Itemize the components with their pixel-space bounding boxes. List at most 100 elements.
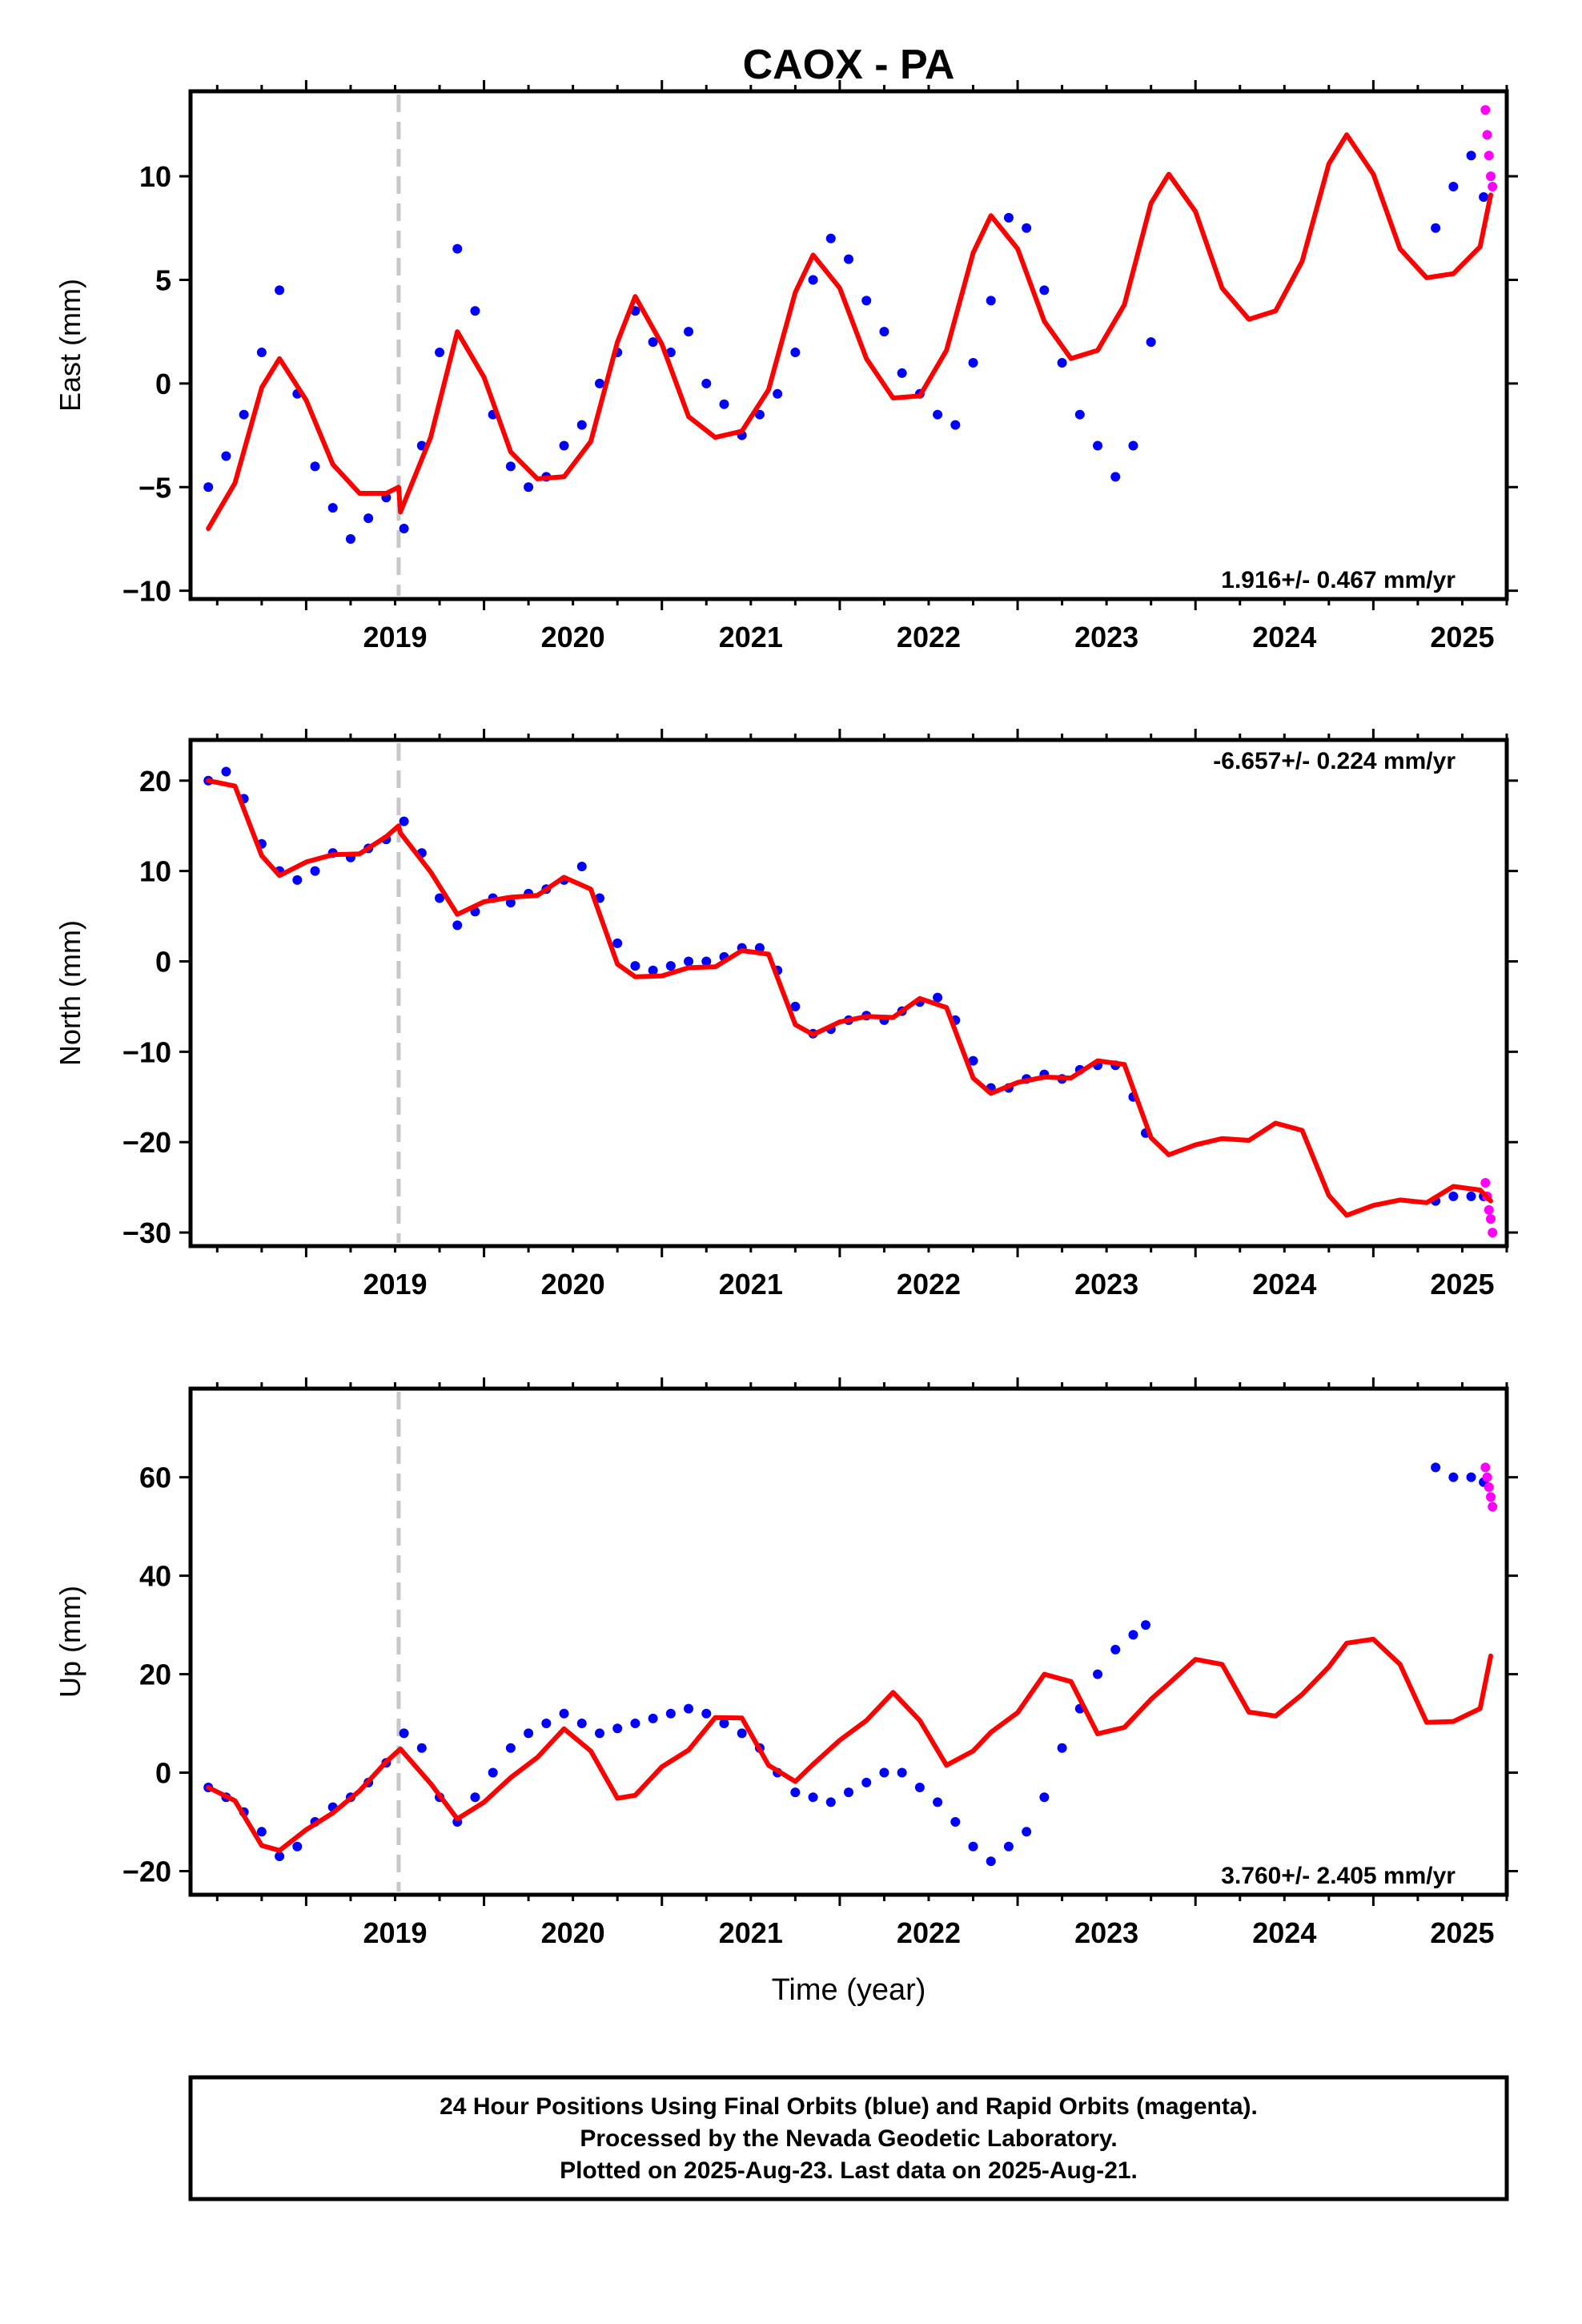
up-final-orbits-point xyxy=(790,1787,801,1798)
up-y-tick-label: 60 xyxy=(139,1462,171,1494)
up-rapid-orbits-point xyxy=(1482,1472,1492,1482)
east-final-orbits-point xyxy=(719,399,729,409)
east-y-tick-label: 0 xyxy=(155,368,171,400)
up-final-orbits-point xyxy=(1431,1462,1441,1473)
up-final-orbits-point xyxy=(844,1787,853,1798)
east-final-orbits-point xyxy=(1146,337,1156,348)
up-model-line xyxy=(206,1636,1493,1853)
east-final-orbits-point xyxy=(879,327,889,337)
east-final-orbits-point xyxy=(221,451,231,461)
east-final-orbits-point xyxy=(754,409,765,420)
up-rapid-orbits-point xyxy=(1484,1482,1494,1492)
east-final-orbits-point xyxy=(524,482,534,493)
east-final-orbits-point xyxy=(559,440,569,451)
east-model-line xyxy=(206,132,1493,531)
north-rapid-orbits-point xyxy=(1484,1204,1494,1215)
east-final-orbits-point xyxy=(576,420,587,430)
east-plot-area xyxy=(203,105,1498,544)
up-final-orbits-point xyxy=(861,1777,872,1787)
east-y-axis-label: East (mm) xyxy=(54,279,86,412)
east-y-tick-label: −10 xyxy=(122,575,171,608)
up-rate-label: 3.760+/- 2.405 mm/yr xyxy=(1221,1863,1456,1889)
east-final-orbits-point xyxy=(452,243,463,254)
east-final-orbits-point xyxy=(239,409,249,420)
up-final-orbits-point xyxy=(1057,1743,1067,1753)
up-final-orbits-point xyxy=(808,1792,818,1803)
north-y-tick-label: −10 xyxy=(122,1035,171,1068)
up-y-tick-label: 20 xyxy=(139,1659,171,1691)
east-rapid-orbits-point xyxy=(1486,171,1496,182)
up-x-tick-label: 2019 xyxy=(363,1916,427,1949)
north-final-orbits-point xyxy=(665,961,676,971)
north-plot-area xyxy=(203,766,1498,1238)
up-x-tick-label: 2022 xyxy=(897,1916,961,1949)
up-rapid-orbits-point xyxy=(1488,1502,1498,1512)
north-final-orbits-point xyxy=(505,898,516,908)
figure-title: CAOX - PA xyxy=(743,42,955,88)
north-y-tick-label: −20 xyxy=(122,1126,171,1159)
up-final-orbits-point xyxy=(684,1703,694,1714)
east-final-orbits-point xyxy=(933,409,943,420)
north-frame xyxy=(188,738,1509,1248)
north-final-orbits-point xyxy=(968,1055,978,1066)
up-final-orbits-point xyxy=(897,1767,907,1778)
up-final-orbits-point xyxy=(505,1743,516,1753)
north-x-tick-label: 2019 xyxy=(363,1268,427,1301)
east-rapid-orbits-point xyxy=(1488,182,1498,192)
up-final-orbits-point xyxy=(541,1719,552,1729)
north-x-tick-label: 2024 xyxy=(1252,1268,1316,1301)
up-final-orbits-point xyxy=(1039,1792,1050,1803)
up-final-orbits-point xyxy=(275,1852,285,1862)
east-final-orbits-point xyxy=(808,275,818,285)
north-x-tick-label: 2022 xyxy=(897,1268,961,1301)
up-final-orbits-point xyxy=(825,1797,836,1807)
up-final-orbits-point xyxy=(933,1797,943,1807)
up-final-orbits-point xyxy=(1003,1841,1014,1852)
east-x-tick-label: 2020 xyxy=(541,621,605,653)
east-rapid-orbits-point xyxy=(1480,105,1491,115)
up-final-orbits-point xyxy=(1022,1827,1032,1837)
east-final-orbits-point xyxy=(773,388,783,399)
east-final-orbits-point xyxy=(1057,357,1067,368)
north-final-orbits-point xyxy=(1448,1191,1459,1201)
up-final-orbits-point xyxy=(648,1713,658,1723)
north-y-tick-label: 10 xyxy=(139,855,171,888)
east-final-orbits-point xyxy=(986,296,996,306)
east-frame xyxy=(188,89,1509,601)
east-final-orbits-point xyxy=(1039,285,1050,296)
footer-line-2: Processed by the Nevada Geodetic Laborat… xyxy=(580,2125,1117,2152)
east-final-orbits-point xyxy=(1003,212,1014,223)
up-final-orbits-point xyxy=(576,1719,587,1729)
east-final-orbits-point xyxy=(363,513,374,524)
north-final-orbits-point xyxy=(1466,1191,1476,1201)
north-rate-label: -6.657+/- 0.224 mm/yr xyxy=(1213,748,1456,774)
east-final-orbits-point xyxy=(684,327,694,337)
north-y-axis-label: North (mm) xyxy=(54,920,86,1066)
up-rapid-orbits-point xyxy=(1480,1462,1491,1473)
east-final-orbits-point xyxy=(1466,151,1476,161)
east-x-tick-label: 2022 xyxy=(897,621,961,653)
footer-line-1: 24 Hour Positions Using Final Orbits (bl… xyxy=(440,2093,1258,2120)
up-final-orbits-point xyxy=(470,1792,480,1803)
up-final-orbits-point xyxy=(1141,1620,1151,1630)
up-final-orbits-point xyxy=(1093,1669,1103,1679)
north-x-tick-label: 2025 xyxy=(1430,1268,1494,1301)
north-final-orbits-point xyxy=(576,862,587,871)
east-final-orbits-point xyxy=(648,337,658,348)
east-x-tick-label: 2025 xyxy=(1430,621,1494,653)
east-final-orbits-point xyxy=(310,461,320,472)
north-final-orbits-point xyxy=(221,766,231,777)
east-x-tick-label: 2019 xyxy=(363,621,427,653)
up-x-tick-label: 2024 xyxy=(1252,1916,1316,1949)
north-y-tick-label: 20 xyxy=(139,765,171,798)
up-rapid-orbits-point xyxy=(1486,1492,1496,1502)
north-final-orbits-point xyxy=(684,956,694,967)
east-final-orbits-point xyxy=(399,524,409,534)
east-final-orbits-point xyxy=(701,378,712,388)
up-panel: 2019 2020 2021 2022 2023 2024 2025 −20 0 20 40 60 Up… xyxy=(54,1377,1518,1949)
up-final-orbits-point xyxy=(914,1782,925,1792)
east-rapid-orbits-point xyxy=(1484,151,1494,161)
east-final-orbits-point xyxy=(1431,223,1441,233)
north-rapid-orbits-point xyxy=(1486,1214,1496,1224)
up-final-orbits-point xyxy=(1128,1630,1138,1640)
